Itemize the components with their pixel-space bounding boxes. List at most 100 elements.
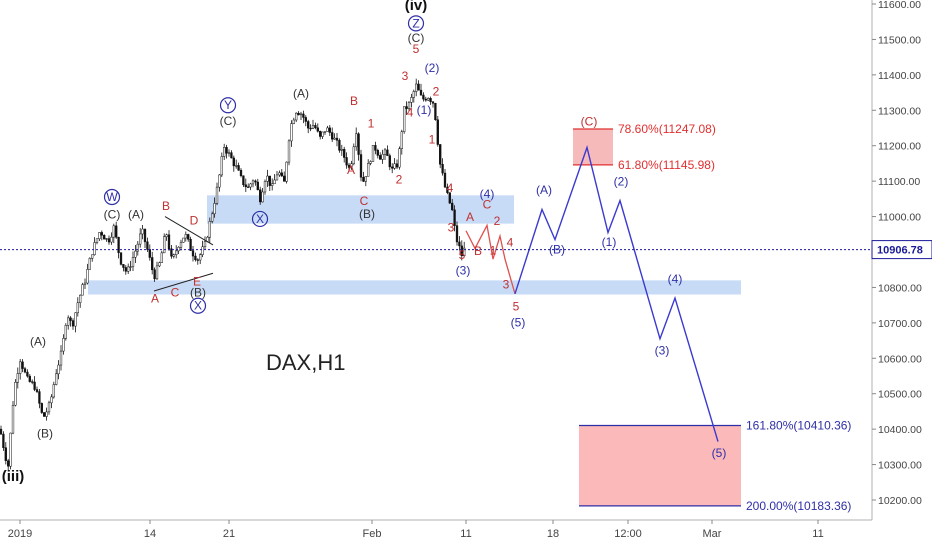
wave-label: C <box>360 194 369 208</box>
candle-up <box>287 140 291 163</box>
candle-down <box>283 175 286 182</box>
wave-label: (C) <box>581 115 598 129</box>
wave-label: 1 <box>490 243 497 257</box>
candle-up <box>275 174 279 181</box>
candle-down <box>167 234 171 250</box>
candle-up <box>223 147 226 157</box>
candle-up <box>463 247 466 257</box>
candle-up <box>398 148 401 168</box>
candle-up <box>213 203 216 215</box>
candle-up <box>364 176 367 182</box>
price-tick-label: 10400.00 <box>878 424 922 436</box>
candle-down <box>307 121 310 129</box>
candle-up <box>290 123 293 142</box>
wave-label: B <box>162 199 170 213</box>
candle-up <box>131 257 135 267</box>
candle-down <box>379 155 382 160</box>
candle-down <box>405 106 408 109</box>
wave-label: A <box>466 210 474 224</box>
candle-up <box>321 131 324 137</box>
price-axis[interactable]: 10200.00 10300.00 10400.00 10500.00 10600.00… <box>871 0 932 550</box>
candle-down <box>151 257 154 271</box>
candle-up <box>235 165 238 167</box>
time-axis[interactable]: 2019 14 21 Feb 11 18 12:00 Mar 11 <box>0 519 932 550</box>
time-tick-label: 12:00 <box>614 528 642 540</box>
candle-up <box>220 156 223 176</box>
candle-down <box>23 368 27 373</box>
candle-up <box>179 242 183 248</box>
wave-label: 5 <box>513 299 520 313</box>
candle-up <box>273 179 276 185</box>
candle-up <box>415 83 418 92</box>
candle-up <box>110 236 113 243</box>
candle-down <box>148 249 151 258</box>
wave-label: B <box>474 244 482 258</box>
wave-label: A <box>347 163 355 177</box>
wave-label: E <box>193 274 201 288</box>
candle-up <box>50 396 53 404</box>
wave-label: (iii) <box>2 468 25 485</box>
candle-up <box>76 302 79 314</box>
candle-up <box>139 233 142 245</box>
candle-up <box>311 125 315 129</box>
price-tick-label: 11200.00 <box>878 141 921 153</box>
candle-up <box>55 373 58 385</box>
triangle-lower-line <box>153 272 214 292</box>
candle-up <box>134 250 137 258</box>
candle-down <box>343 149 346 158</box>
fib-label: 200.00%(10183.36) <box>746 499 851 513</box>
price-tick-label: 10600.00 <box>878 353 922 365</box>
wave-label: 3 <box>448 220 455 234</box>
candle-up <box>203 241 207 248</box>
candle-down <box>0 428 3 435</box>
candle-down <box>448 192 451 204</box>
wave-label: (4) <box>480 187 495 201</box>
candle-down <box>237 165 240 171</box>
time-tick-label: 21 <box>223 528 235 540</box>
candle-up <box>141 228 144 235</box>
wave-label: (B) <box>549 242 565 256</box>
projection-blue-path <box>514 145 719 442</box>
candle-up <box>163 236 166 254</box>
candle-up <box>227 152 231 154</box>
candles-layer <box>0 78 466 472</box>
candle-down <box>376 150 379 156</box>
candle-down <box>314 125 317 129</box>
price-tick-label: 11600.00 <box>878 0 921 11</box>
candle-down <box>328 127 331 133</box>
candle-up <box>201 246 204 255</box>
candle-down <box>302 113 305 118</box>
candle-up <box>383 149 387 155</box>
lines-layer <box>0 145 872 442</box>
candle-up <box>98 232 101 240</box>
time-tick-label: Mar <box>703 528 722 540</box>
candle-up <box>172 254 175 257</box>
wave-label: (3) <box>655 343 670 357</box>
candle-down <box>170 248 173 257</box>
candle-up <box>91 254 94 259</box>
wave-label: 5 <box>459 248 466 262</box>
candle-up <box>340 149 343 151</box>
wave-label: 4 <box>407 106 414 120</box>
price-tick-label: 11400.00 <box>878 70 921 82</box>
candle-down <box>189 239 192 251</box>
candle-up <box>62 338 65 352</box>
candle-up <box>79 294 82 304</box>
candle-up <box>182 237 185 243</box>
wave-label: 1 <box>429 133 436 147</box>
candle-up <box>208 221 211 238</box>
chart-title: DAX,H1 <box>266 350 345 375</box>
candle-down <box>316 127 319 132</box>
wave-label: (A) <box>536 183 552 197</box>
candle-down <box>38 391 41 404</box>
candle-down <box>254 180 257 183</box>
candle-down <box>345 157 348 166</box>
time-tick-label: 11 <box>460 528 471 540</box>
candle-down <box>391 166 394 169</box>
candle-up <box>16 373 19 383</box>
candle-up <box>127 266 130 272</box>
candle-down <box>429 98 432 103</box>
wave-label: 4 <box>507 236 514 250</box>
candle-up <box>160 252 163 263</box>
candle-up <box>83 282 87 285</box>
